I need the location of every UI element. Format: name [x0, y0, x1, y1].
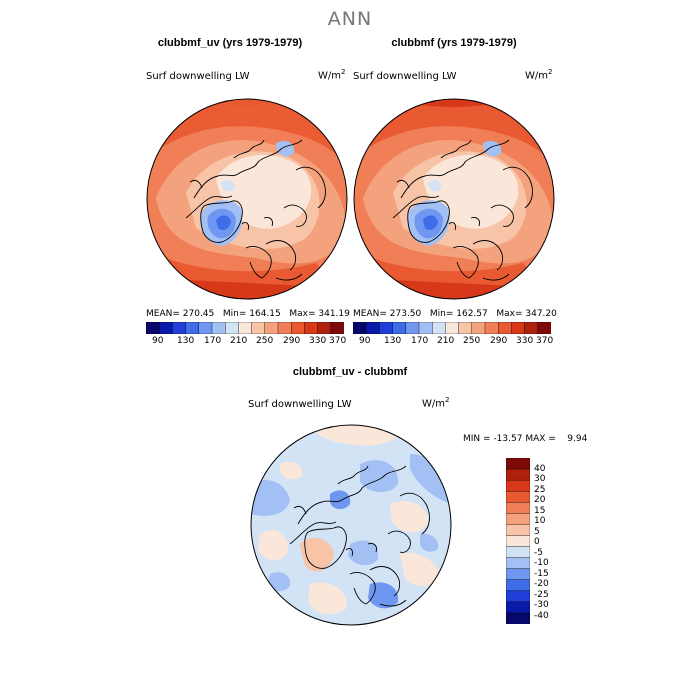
colorbar-swatch [506, 612, 530, 624]
cb2-label: 250 [463, 336, 481, 346]
cb3-label: 15 [534, 506, 546, 516]
panel1-variable-label: Surf downwelling LW [146, 71, 250, 82]
panel1-polar-map [146, 98, 348, 300]
colorbar-swatch [506, 557, 530, 570]
cb1-label: 370 [329, 336, 347, 346]
colorbar-swatch [431, 322, 446, 334]
panel3-unit-label: W/m2 [422, 396, 450, 410]
colorbar-swatch [353, 322, 367, 334]
panel3-polar-map [250, 424, 452, 626]
colorbar-swatch [379, 322, 394, 334]
cb1-label: 330 [309, 336, 327, 346]
panel1-stats: MEAN= 270.45 Min= 164.15 Max= 341.19 [146, 309, 350, 319]
panel2-variable-label: Surf downwelling LW [353, 71, 457, 82]
panel1-colorbar [146, 322, 344, 334]
panel1-title: clubbmf_uv (yrs 1979-1979) [157, 37, 303, 49]
colorbar-swatch [506, 601, 530, 614]
colorbar-swatch [506, 479, 530, 492]
colorbar-swatch [484, 322, 499, 334]
panel3-colorbar-labels: 40 30 25 20 15 10 5 0 -5 -10 -15 -20 -25… [534, 458, 574, 628]
colorbar-swatch [506, 524, 530, 536]
cb1-label: 210 [230, 336, 248, 346]
colorbar-swatch [506, 513, 530, 525]
panel1-colorbar-labels: 90 130 170 210 250 290 330 370 [146, 336, 347, 348]
panel3-variable-label: Surf downwelling LW [248, 399, 352, 410]
colorbar-swatch [277, 322, 292, 334]
colorbar-swatch [497, 322, 512, 334]
cb2-label: 170 [411, 336, 429, 346]
colorbar-swatch [185, 322, 200, 334]
colorbar-swatch [264, 322, 279, 334]
cb1-label: 130 [177, 336, 195, 346]
cb3-label: -5 [534, 548, 543, 558]
colorbar-swatch [506, 491, 530, 503]
page-title: ANN [327, 8, 373, 30]
panel2-polar-map [353, 98, 555, 300]
cb1-label: 290 [283, 336, 301, 346]
panel2-title: clubbmf (yrs 1979-1979) [391, 37, 517, 49]
cb3-label: -40 [534, 611, 549, 621]
colorbar-swatch [418, 322, 433, 334]
cb3-label: 20 [534, 495, 546, 505]
colorbar-swatch [198, 322, 213, 334]
colorbar-swatch [506, 458, 530, 470]
colorbar-swatch [224, 322, 239, 334]
cb3-label: -15 [534, 569, 549, 579]
colorbar-swatch [445, 322, 460, 334]
cb3-label: -20 [534, 579, 549, 589]
colorbar-swatch [471, 322, 486, 334]
panel3-title: clubbmf_uv - clubbmf [292, 366, 408, 378]
colorbar-swatch [506, 546, 530, 559]
cb1-label: 90 [152, 336, 164, 346]
colorbar-swatch [211, 322, 226, 334]
panel3-stats: MIN = -13.57 MAX = 9.94 [463, 434, 588, 444]
panel2-colorbar [353, 322, 551, 334]
colorbar-swatch [506, 468, 530, 481]
cb3-label: 0 [534, 537, 540, 547]
panel2-unit-label: W/m2 [525, 68, 553, 82]
cb2-label: 210 [437, 336, 455, 346]
colorbar-swatch [290, 322, 305, 334]
cb2-label: 130 [384, 336, 402, 346]
panel2-colorbar-labels: 90 130 170 210 250 290 330 370 [353, 336, 554, 348]
cb1-label: 250 [256, 336, 274, 346]
cb2-label: 90 [359, 336, 371, 346]
cb2-label: 290 [490, 336, 508, 346]
colorbar-swatch [506, 568, 530, 581]
cb3-label: 5 [534, 527, 540, 537]
colorbar-swatch [330, 322, 344, 334]
cb3-label: -30 [534, 600, 549, 610]
colorbar-swatch [506, 535, 530, 548]
colorbar-swatch [524, 322, 539, 334]
cb1-label: 170 [204, 336, 222, 346]
cb3-label: 40 [534, 464, 546, 474]
colorbar-swatch [365, 322, 380, 334]
panel1-unit-label: W/m2 [318, 68, 346, 82]
colorbar-swatch [506, 579, 530, 592]
colorbar-swatch [506, 590, 530, 603]
cb3-label: 10 [534, 516, 546, 526]
colorbar-swatch [392, 322, 407, 334]
colorbar-swatch [304, 322, 319, 334]
cb2-label: 330 [516, 336, 534, 346]
colorbar-swatch [146, 322, 160, 334]
colorbar-swatch [251, 322, 266, 334]
colorbar-swatch [158, 322, 173, 334]
cb2-label: 370 [536, 336, 554, 346]
colorbar-swatch [537, 322, 551, 334]
panel3-colorbar [506, 458, 530, 624]
colorbar-swatch [172, 322, 187, 334]
colorbar-swatch [405, 322, 420, 334]
colorbar-swatch [238, 322, 253, 334]
panel2-stats: MEAN= 273.50 Min= 162.57 Max= 347.20 [353, 309, 557, 319]
cb3-label: 25 [534, 485, 546, 495]
cb3-label: 30 [534, 474, 546, 484]
cb3-label: -25 [534, 590, 549, 600]
colorbar-swatch [506, 502, 530, 514]
colorbar-swatch [511, 322, 526, 334]
colorbar-swatch [458, 322, 473, 334]
cb3-label: -10 [534, 558, 549, 568]
colorbar-swatch [317, 322, 332, 334]
